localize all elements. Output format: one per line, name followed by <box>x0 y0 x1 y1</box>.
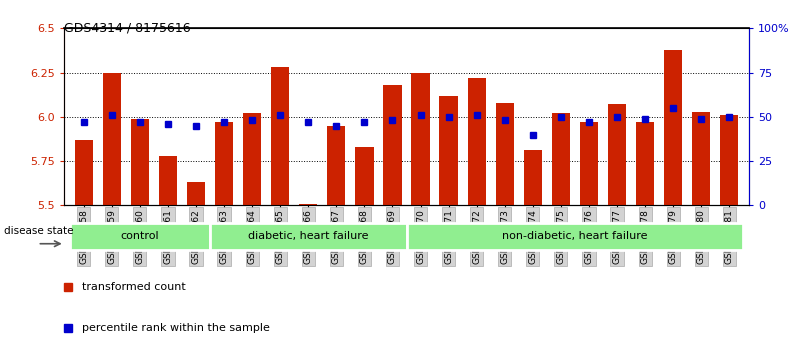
Bar <box>496 103 514 205</box>
Bar <box>243 113 261 205</box>
Bar <box>440 96 457 205</box>
Bar <box>328 126 345 205</box>
Bar <box>636 122 654 205</box>
Text: percentile rank within the sample: percentile rank within the sample <box>82 323 270 333</box>
Bar <box>580 122 598 205</box>
Bar <box>524 150 542 205</box>
Bar <box>210 223 406 250</box>
Bar <box>131 119 149 205</box>
Bar <box>159 156 177 205</box>
Bar <box>103 73 121 205</box>
Text: GDS4314 / 8175616: GDS4314 / 8175616 <box>64 21 191 34</box>
Bar <box>406 223 743 250</box>
Bar <box>664 50 682 205</box>
Bar <box>356 147 373 205</box>
Bar <box>271 67 289 205</box>
Bar <box>608 104 626 205</box>
Text: transformed count: transformed count <box>82 282 186 292</box>
Bar <box>384 85 401 205</box>
Text: control: control <box>121 231 159 241</box>
Text: disease state: disease state <box>4 226 74 236</box>
Bar <box>552 113 570 205</box>
Bar <box>468 78 485 205</box>
Text: non-diabetic, heart failure: non-diabetic, heart failure <box>502 231 648 241</box>
Bar <box>299 204 317 205</box>
Bar <box>720 115 739 205</box>
Bar <box>187 182 205 205</box>
Bar <box>412 73 429 205</box>
Bar <box>215 122 233 205</box>
Bar <box>692 112 710 205</box>
Text: diabetic, heart failure: diabetic, heart failure <box>248 231 368 241</box>
Bar <box>74 140 93 205</box>
Bar <box>70 223 210 250</box>
